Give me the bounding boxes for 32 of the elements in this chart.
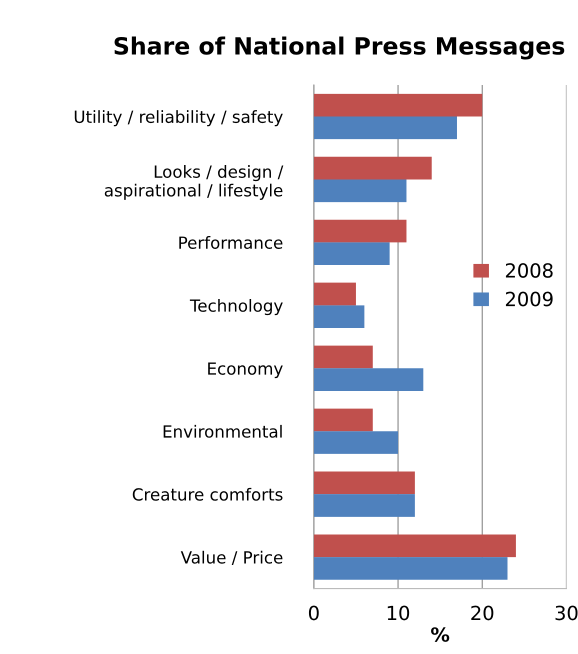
bar [314,305,364,328]
bar [314,557,508,580]
x-axis-title: % [431,627,450,642]
bar [314,368,424,391]
bar [314,94,482,116]
y-tick-label: Value / Price [180,550,282,566]
bar [314,179,406,202]
bar [314,220,406,242]
y-tick-label: Utility / reliability / safety [74,110,283,126]
legend-label: 2008 [506,263,553,278]
x-tick-label: 30 [556,606,578,620]
x-tick-label: 20 [471,606,494,620]
bar [314,408,373,432]
bar [314,242,390,266]
x-tick-label: 0 [308,606,319,620]
bar [314,156,432,180]
x-tick-label: 10 [388,606,410,620]
y-tick-label: Performance [179,236,282,249]
bar [314,116,457,140]
bar [314,534,516,558]
legend-label: 2009 [506,292,553,306]
bar [314,282,356,306]
bar [314,431,398,454]
y-tick-label: Environmental [164,424,282,438]
bar [314,494,415,517]
y-tick-label: Looks / design / aspirational / lifestyle [104,165,284,200]
bar [314,346,373,368]
y-tick-label: Creature comforts [132,488,282,501]
bar [314,472,415,494]
y-tick-label: Technology [190,299,283,316]
chart-title: Share of National Press Messages [114,36,564,60]
y-tick-label: Economy [208,362,283,378]
